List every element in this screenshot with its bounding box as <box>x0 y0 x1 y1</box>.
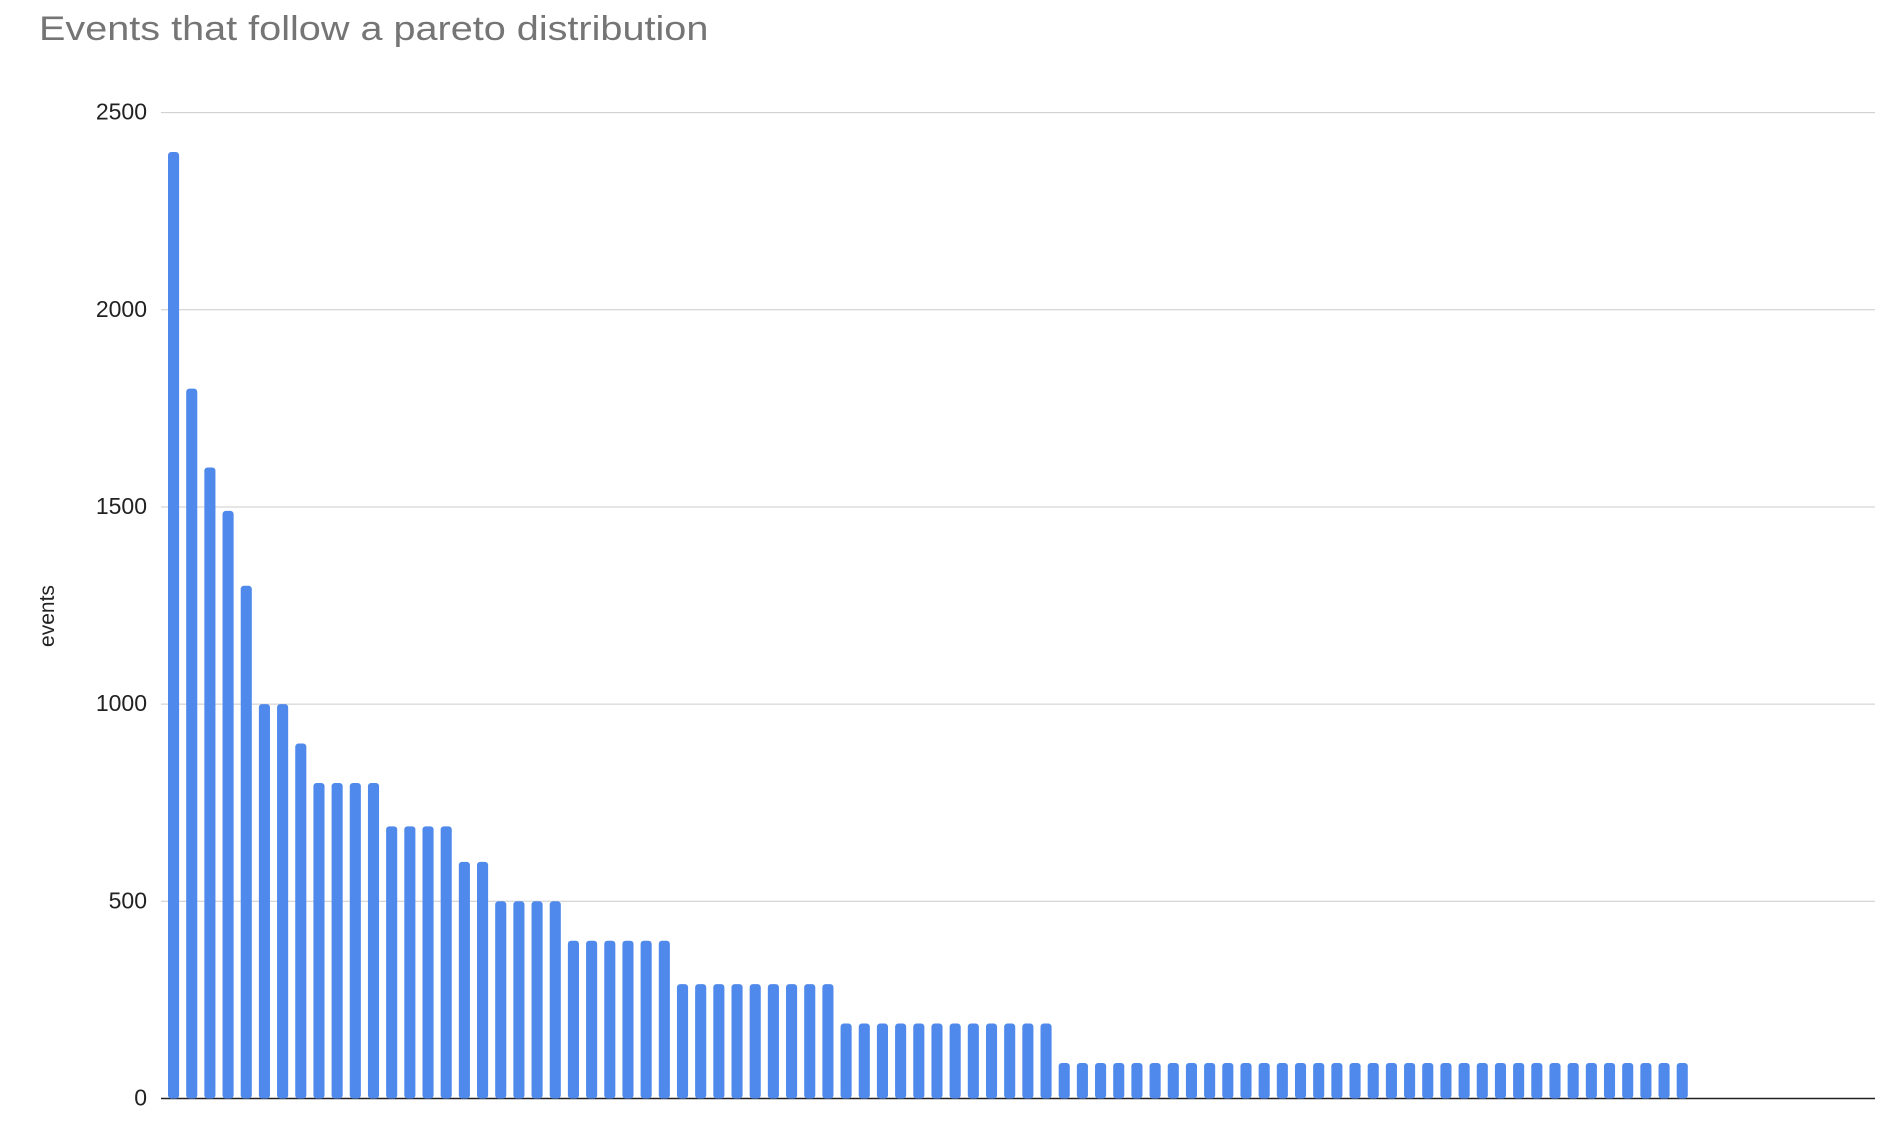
svg-text:500: 500 <box>109 887 147 913</box>
svg-text:2000: 2000 <box>96 296 147 322</box>
svg-text:1500: 1500 <box>96 493 147 519</box>
svg-text:2500: 2500 <box>96 99 147 125</box>
svg-text:1000: 1000 <box>96 690 147 716</box>
svg-text:0: 0 <box>134 1084 147 1110</box>
